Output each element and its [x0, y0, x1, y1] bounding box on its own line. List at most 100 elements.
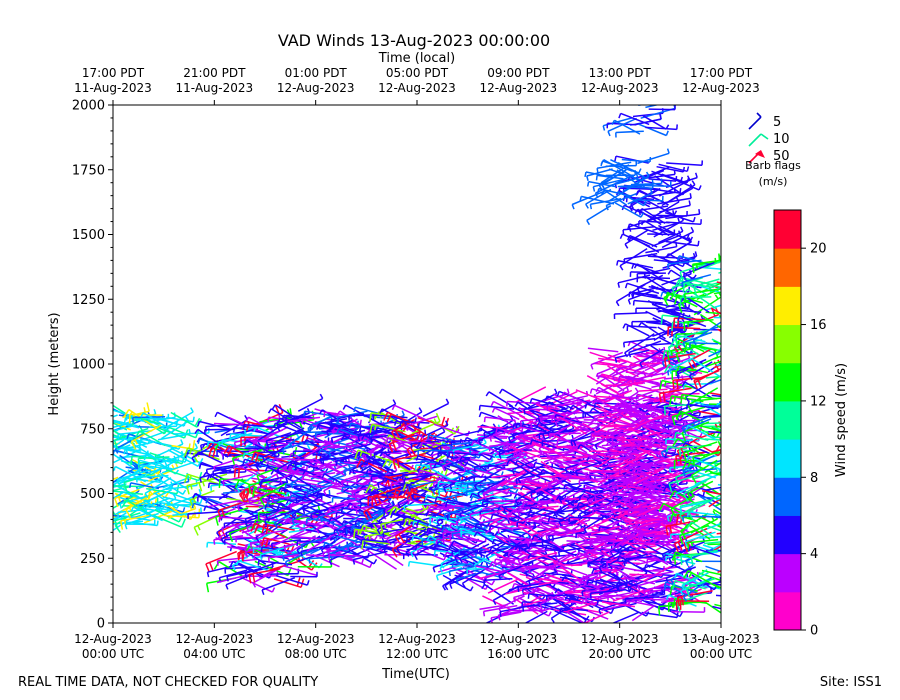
wind-barb: [140, 412, 170, 430]
barb-shaft: [145, 454, 174, 464]
wind-barb: [221, 521, 254, 533]
barb-shaft: [113, 439, 125, 449]
barb-shaft: [164, 503, 191, 521]
barb-shaft: [317, 461, 346, 477]
wind-barb: [223, 445, 256, 462]
barb-half-feather: [193, 498, 197, 504]
barb-shaft: [306, 532, 338, 552]
barb-half-feather: [153, 409, 157, 415]
wind-barb: [139, 438, 172, 447]
barb-shaft: [255, 529, 287, 537]
barb-shaft: [231, 461, 262, 473]
barb-half-feather: [199, 458, 204, 464]
barb-shaft: [271, 538, 301, 545]
barb-half-feather: [109, 485, 112, 489]
barb-shaft: [237, 496, 272, 507]
barb-half-feather: [303, 439, 307, 445]
barb-feather: [369, 412, 372, 422]
barb-half-feather: [225, 532, 229, 538]
barb-half-feather: [130, 506, 134, 512]
wind-barb: [158, 439, 184, 456]
barb-shaft: [209, 474, 242, 492]
barb-shaft: [115, 465, 147, 483]
barb-shaft: [303, 504, 328, 517]
wind-barb: [280, 518, 310, 526]
wind-barb: [250, 522, 287, 539]
barb-shaft: [261, 576, 296, 591]
barb-shaft: [235, 463, 269, 481]
barb-shaft: [241, 524, 268, 534]
barb-half-feather: [491, 407, 496, 413]
barb-half-feather: [235, 487, 241, 493]
barb-shaft: [218, 561, 245, 578]
wind-barb: [252, 567, 281, 588]
barb-half-feather: [530, 492, 533, 499]
barb-half-feather: [199, 498, 203, 504]
wind-barb: [291, 494, 323, 520]
barb-half-feather: [445, 501, 448, 508]
barb-shaft: [254, 450, 287, 454]
barb-half-feather: [143, 455, 147, 461]
barb-half-feather: [418, 407, 423, 413]
wind-barb: [261, 576, 296, 595]
wind-barb: [135, 474, 169, 483]
barb-shaft: [207, 541, 237, 546]
barb-shaft: [244, 463, 268, 480]
barb-half-feather: [323, 490, 327, 496]
barb-half-feather: [319, 516, 323, 523]
barb-half-feather: [342, 404, 347, 410]
barb-shaft: [298, 455, 326, 474]
barb-shaft: [259, 482, 288, 500]
barb-half-feather: [244, 573, 248, 579]
barb-half-feather: [301, 496, 305, 502]
wind-barb: [205, 577, 236, 593]
wind-barb: [251, 451, 290, 464]
barb-half-feather: [300, 544, 304, 550]
barb-half-feather: [317, 423, 320, 430]
barb-half-feather: [480, 552, 483, 558]
wind-barb: [116, 469, 152, 485]
barb-shaft: [329, 553, 362, 557]
barb-half-feather: [420, 441, 423, 448]
barb-half-feather: [247, 498, 251, 504]
barb-shaft: [248, 567, 281, 576]
wind-barb: [91, 519, 116, 541]
barb-half-feather: [273, 443, 277, 449]
barb-half-feather: [232, 427, 236, 433]
wind-barb: [244, 463, 268, 480]
barb-shaft: [293, 450, 329, 453]
barb-half-feather: [294, 464, 297, 470]
barb-shaft: [207, 563, 242, 573]
barb-half-feather: [507, 550, 511, 557]
wind-barb: [236, 500, 265, 508]
barb-half-feather: [483, 417, 486, 423]
barb-shaft: [340, 554, 371, 569]
barb-shaft: [224, 520, 261, 524]
barb-shaft: [313, 458, 344, 475]
barb-shaft: [245, 561, 279, 575]
barb-half-feather: [382, 511, 386, 517]
barb-shaft: [259, 473, 295, 484]
wind-barb: [333, 497, 363, 507]
barb-half-feather: [220, 538, 225, 544]
barb-half-feather: [104, 444, 105, 449]
barb-shaft: [254, 487, 286, 495]
wind-barb: [157, 478, 187, 495]
barb-feather: [242, 488, 247, 498]
barb-half-feather: [439, 445, 442, 451]
barb-feather: [88, 520, 89, 529]
barb-shaft: [130, 521, 158, 527]
barb-feather: [181, 455, 186, 465]
wind-barb: [422, 398, 450, 417]
barb-half-feather: [244, 551, 248, 557]
barb-shaft: [219, 478, 249, 482]
barb-feather: [248, 574, 252, 584]
barb-half-feather: [266, 444, 270, 450]
wind-barb: [235, 559, 271, 572]
barb-half-feather: [243, 439, 248, 446]
wind-barb: [117, 429, 153, 440]
barb-half-feather: [110, 420, 111, 425]
barb-shaft: [140, 438, 172, 447]
barb-shaft: [362, 496, 395, 509]
barb-half-feather: [91, 537, 94, 541]
